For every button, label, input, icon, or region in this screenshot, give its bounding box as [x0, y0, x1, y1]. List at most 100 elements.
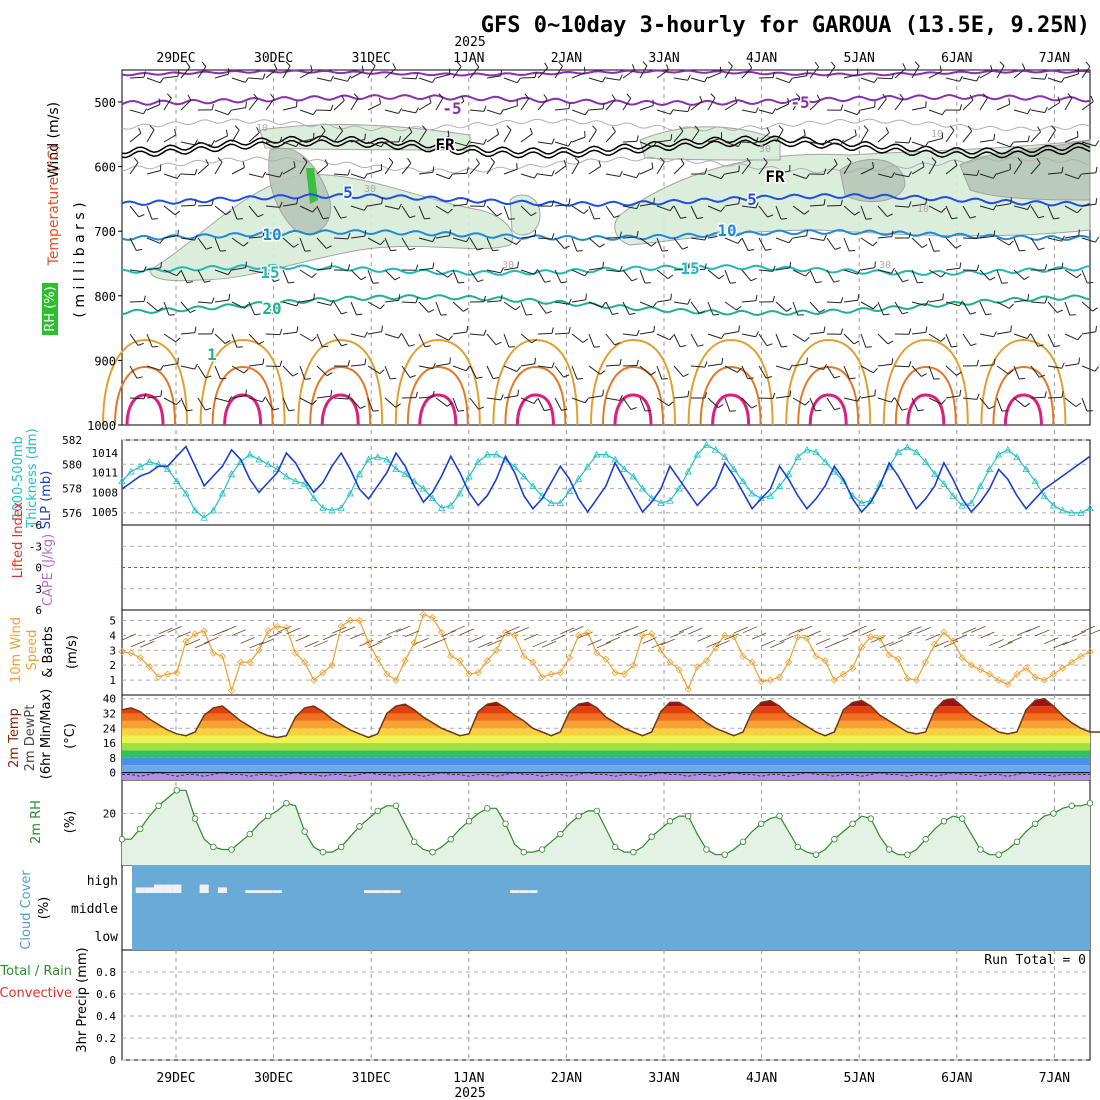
- wind10-point: [803, 634, 811, 642]
- wind-barb-flag: [395, 403, 401, 408]
- wind-barb-flag: [1085, 61, 1091, 67]
- wind-barb-flag: [244, 77, 250, 83]
- wind-barb: [673, 77, 688, 81]
- wind-barb: [775, 103, 789, 111]
- contour-15: [121, 264, 1091, 276]
- wind-barb: [486, 161, 496, 175]
- wind-barb-flag: [1076, 208, 1082, 214]
- wind10-point: [593, 649, 601, 657]
- wind-barb-flag: [211, 103, 215, 111]
- wind-barb: [1013, 205, 1028, 210]
- wind10-barb: [185, 638, 201, 646]
- wind-barb-flag: [258, 340, 265, 345]
- wind-barb: [299, 397, 313, 405]
- wind-barb: [163, 397, 177, 406]
- wind-barb: [894, 98, 904, 111]
- wind-barb-flag: [941, 109, 947, 115]
- wind-barb: [248, 301, 256, 316]
- wind-barb-flag: [666, 64, 669, 71]
- wind-barb-flag: [564, 245, 570, 249]
- wind-barb-flag: [1077, 334, 1082, 341]
- wind-barb: [656, 161, 665, 175]
- cloud-high-gap: [153, 884, 164, 893]
- wind-barb-flag: [168, 314, 175, 316]
- wind-barb: [605, 173, 620, 177]
- wind-barb-flag: [956, 371, 962, 376]
- thickness-point: [675, 484, 683, 492]
- thickness-tick-label: 576: [62, 507, 82, 520]
- wind10-barb: [1025, 625, 1041, 633]
- thickness-point: [264, 460, 272, 468]
- wind-barb: [843, 161, 852, 175]
- wind-barb: [809, 269, 817, 283]
- wind-barb-flag: [891, 230, 894, 237]
- wind-barb-flag: [874, 389, 876, 396]
- wind10-tick-label: 4: [109, 629, 116, 642]
- wind-barb: [316, 395, 331, 399]
- wind10-point: [912, 676, 921, 684]
- wind-barb-flag: [699, 95, 703, 102]
- wind10-point: [730, 633, 738, 641]
- wind-barb: [843, 109, 858, 116]
- contour-label: FR: [435, 135, 455, 154]
- thickness-point: [858, 499, 866, 507]
- wind-barb: [537, 397, 545, 411]
- wind-barb: [214, 365, 221, 380]
- wind-barb-flag: [823, 199, 826, 206]
- wind-barb-flag: [583, 66, 586, 73]
- wind-barb-flag: [1017, 157, 1023, 163]
- wind-barb-flag: [806, 229, 808, 236]
- wind-barb: [809, 204, 825, 207]
- wind10-point: [684, 685, 692, 693]
- wind-barb-flag: [765, 248, 772, 251]
- wind-barb: [639, 65, 648, 79]
- wind10-point: [237, 658, 245, 666]
- bottom-date-label: 3JAN: [648, 1071, 679, 1086]
- wind10-point: [794, 633, 802, 641]
- wind-barb: [367, 331, 382, 335]
- wind-barb: [299, 333, 313, 342]
- wind-barb-flag: [466, 236, 471, 242]
- li-tick-label: -3: [29, 540, 42, 553]
- wind-barb-flag: [765, 376, 773, 379]
- wind-barb: [792, 205, 805, 215]
- wind-barb: [894, 365, 910, 368]
- wind-barb-flag: [432, 166, 435, 173]
- top-date-label: 3JAN: [648, 51, 679, 66]
- wind-barb-flag: [863, 125, 869, 131]
- thickness-point: [1013, 453, 1021, 460]
- wind-barb: [707, 173, 722, 180]
- wind-barb-flag: [697, 344, 704, 347]
- wind-barb-flag: [1092, 307, 1098, 312]
- pressure-tick-label: 700: [94, 225, 116, 239]
- wind-barb-flag: [466, 167, 469, 174]
- wind-barb-flag: [388, 157, 394, 163]
- wind-barb-flag: [737, 367, 742, 373]
- wind-barb-flag: [194, 139, 198, 146]
- wind-barb: [554, 269, 562, 283]
- wind-barb-flag: [823, 326, 826, 333]
- wind-barb-flag: [854, 129, 857, 136]
- wind-barb: [639, 203, 654, 207]
- wind-barb-flag: [772, 392, 776, 399]
- wind-barb-flag: [151, 218, 158, 220]
- wind10-barb: [952, 634, 968, 642]
- cloud-high-gap: [163, 884, 173, 893]
- wind-barb-flag: [1095, 166, 1098, 173]
- wind-barb: [877, 98, 887, 111]
- thickness-point: [1049, 501, 1058, 509]
- wind10-point: [392, 676, 400, 684]
- wind10-barb: [350, 632, 365, 640]
- wind-barb: [928, 71, 942, 79]
- wind-barb: [741, 141, 757, 144]
- wind-barb: [843, 365, 850, 380]
- wind-barb: [197, 397, 206, 411]
- wind-barb: [469, 109, 484, 112]
- wind-barb: [554, 301, 569, 305]
- wind-barb-flag: [699, 310, 706, 314]
- boundary-layer-contour: [211, 365, 274, 426]
- wind-barb-flag: [499, 109, 505, 115]
- wind-barb: [588, 395, 603, 399]
- wind-barb-flag: [186, 409, 193, 412]
- rh2m-point: [301, 828, 308, 835]
